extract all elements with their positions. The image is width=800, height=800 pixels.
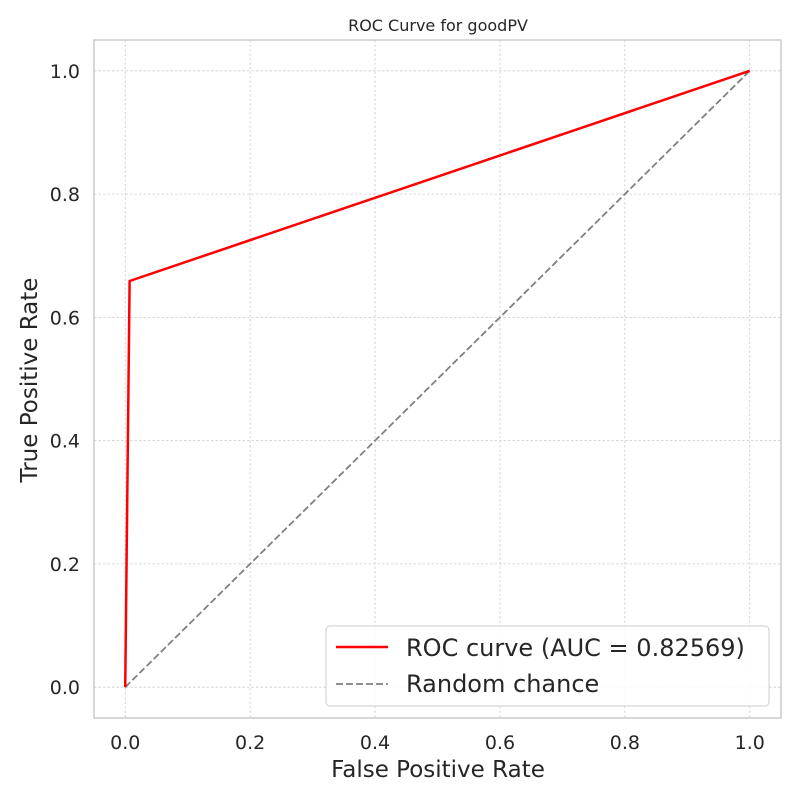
x-tick-label: 0.6 bbox=[485, 732, 515, 754]
y-tick-label: 0.2 bbox=[50, 554, 80, 576]
plot-frame bbox=[93, 39, 782, 719]
x-tick-label: 0.0 bbox=[110, 732, 140, 754]
tick-layer: 0.0 0.2 0.4 0.6 0.8 1.0 0.0 0.2 0.4 0.6 0.8 1.0 bbox=[50, 61, 765, 754]
x-tick-label: 0.4 bbox=[360, 732, 390, 754]
series-layer bbox=[123, 69, 751, 688]
x-tick-label: 0.2 bbox=[235, 732, 265, 754]
chart-title: ROC Curve for goodPV bbox=[348, 16, 528, 35]
legend-label-random: Random chance bbox=[406, 670, 599, 698]
x-tick-label: 0.8 bbox=[610, 732, 640, 754]
y-axis-title: True Positive Rate bbox=[17, 278, 43, 484]
legend-box bbox=[325, 625, 770, 707]
roc-curve-line bbox=[123, 69, 751, 688]
x-tick-label: 1.0 bbox=[735, 732, 765, 754]
x-axis-title: False Positive Rate bbox=[331, 757, 545, 783]
y-tick-label: 0.6 bbox=[50, 307, 80, 329]
y-tick-label: 0.8 bbox=[50, 184, 80, 206]
random-chance-line bbox=[124, 70, 751, 688]
y-tick-label: 1.0 bbox=[50, 61, 80, 83]
legend-label-roc: ROC curve (AUC = 0.82569) bbox=[406, 634, 745, 662]
y-tick-label: 0.4 bbox=[50, 431, 80, 453]
legend: ROC curve (AUC = 0.82569) Random chance bbox=[325, 625, 770, 707]
grid-layer bbox=[94, 40, 781, 718]
y-tick-label: 0.0 bbox=[50, 677, 80, 699]
